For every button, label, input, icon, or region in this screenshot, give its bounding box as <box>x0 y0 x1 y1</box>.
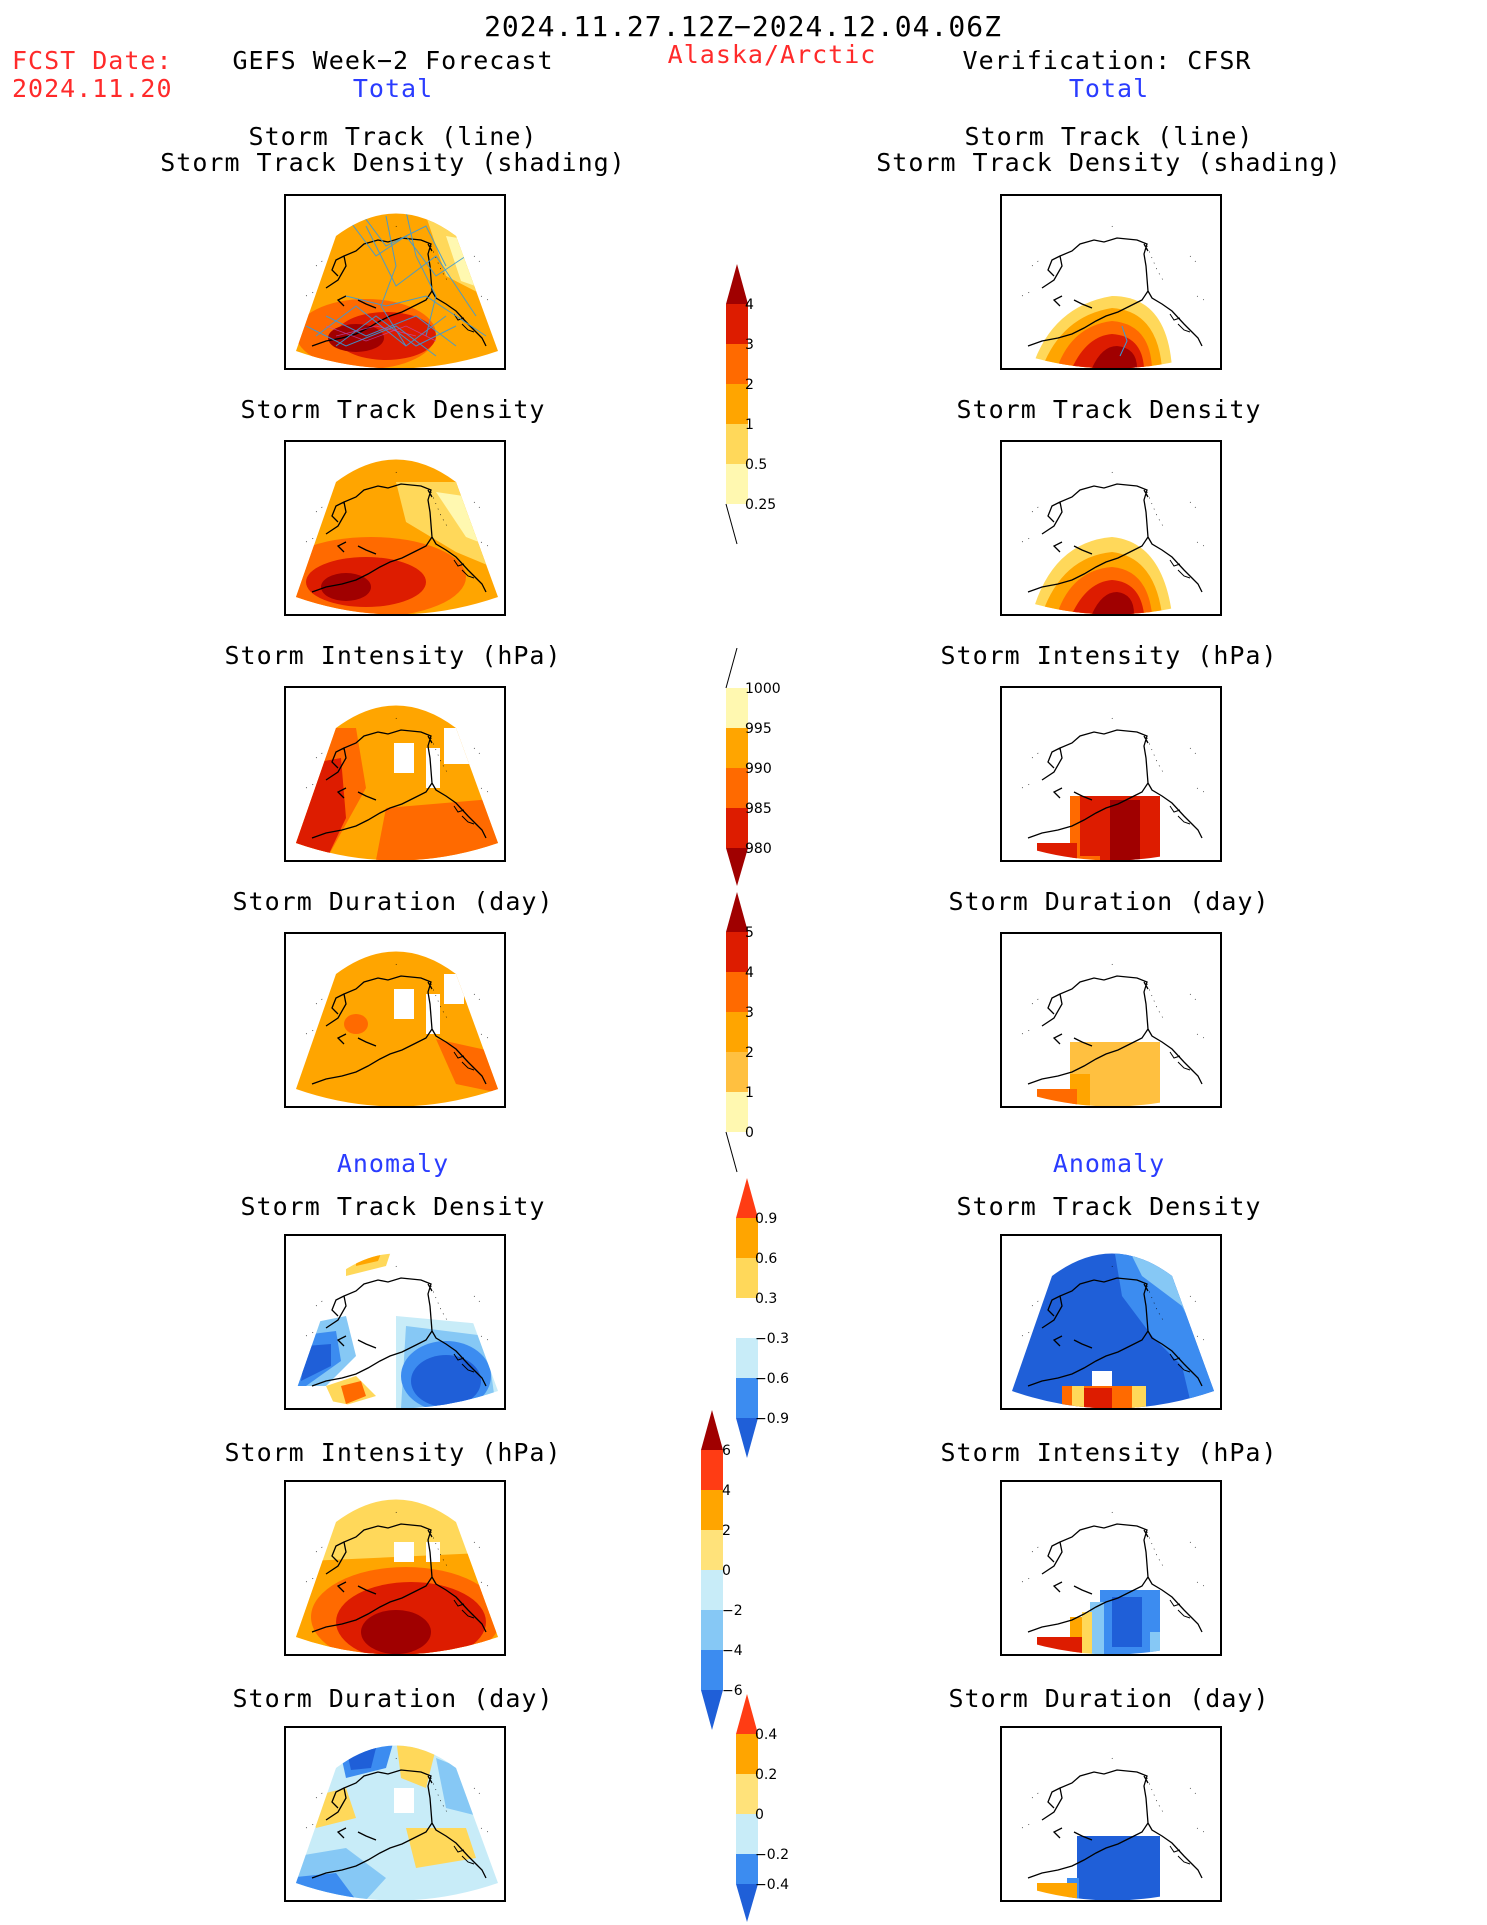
vf-intensity-title: Storm Intensity (hPa) <box>940 641 1278 670</box>
cb-duration-label: 5 <box>745 925 754 941</box>
cb-duration-label: 2 <box>745 1045 754 1061</box>
forecast-total-label: Total <box>352 74 434 103</box>
verification-total-label: Total <box>1068 74 1150 103</box>
vf-track-line-title: Storm Track (line) <box>964 122 1254 151</box>
vf-density-anom-title: Storm Track Density <box>956 1192 1262 1221</box>
cb-intensity-anom-label: 0 <box>722 1563 731 1579</box>
cb-density-label: 0.25 <box>745 497 777 513</box>
cb-duration-label: 0 <box>745 1125 754 1141</box>
fcst-date-label: FCST Date: <box>12 46 173 75</box>
cb-intensity-anom-label: 2 <box>722 1523 731 1539</box>
cb-intensity-anom-label: −6 <box>722 1683 743 1699</box>
cb-density-label: 3 <box>745 337 754 353</box>
vf-duration-map <box>1000 932 1222 1108</box>
cb-intensity-label: 995 <box>745 721 772 737</box>
vf-density-map <box>1000 440 1222 616</box>
vf-intensity-anom-map <box>1000 1480 1222 1656</box>
cb-density-label: 0.5 <box>745 457 768 473</box>
cb-intensity-label: 985 <box>745 801 772 817</box>
fc-intensity-title: Storm Intensity (hPa) <box>224 641 562 670</box>
cb-duration-anom-label: −0.4 <box>755 1877 789 1893</box>
fc-duration-map <box>284 932 506 1108</box>
fc-duration-anom-title: Storm Duration (day) <box>232 1684 554 1713</box>
fc-intensity-map <box>284 686 506 862</box>
cb-intensity-anom-label: 6 <box>722 1443 731 1459</box>
cb-density-label: 1 <box>745 417 754 433</box>
vf-intensity-map <box>1000 686 1222 862</box>
vf-density-title: Storm Track Density <box>956 395 1262 424</box>
cb-density-anom-label: 0.6 <box>755 1251 778 1267</box>
vf-intensity-anom-title: Storm Intensity (hPa) <box>940 1438 1278 1467</box>
fc-duration-title: Storm Duration (day) <box>232 887 554 916</box>
cb-density-anom-label: −0.3 <box>755 1331 789 1347</box>
cb-intensity-anom-label: −4 <box>722 1643 743 1659</box>
cb-intensity-label: 990 <box>745 761 772 777</box>
colorbar-intensity-anom: 6 4 2 0 −2 −4 −6 <box>700 1410 760 1732</box>
vf-density-anom-map <box>1000 1234 1222 1410</box>
colorbar-intensity: 1000 995 990 985 980 <box>725 648 785 888</box>
region-title: Alaska/Arctic <box>667 40 877 69</box>
cb-density-anom-label: 0.3 <box>755 1291 778 1307</box>
vf-duration-anom-title: Storm Duration (day) <box>948 1684 1270 1713</box>
vf-anomaly-label: Anomaly <box>1052 1149 1166 1178</box>
cb-duration-anom-label: 0.4 <box>755 1727 778 1743</box>
cb-intensity-anom-label: −2 <box>722 1603 743 1619</box>
cb-duration-label: 1 <box>745 1085 754 1101</box>
cb-duration-anom-label: 0 <box>755 1807 764 1823</box>
colorbar-duration: 5 4 3 2 1 0 <box>725 892 785 1176</box>
cb-intensity-label: 980 <box>745 841 772 857</box>
fc-density-anom-map <box>284 1234 506 1410</box>
cb-duration-label: 4 <box>745 965 754 981</box>
fc-density-anom-title: Storm Track Density <box>240 1192 546 1221</box>
cb-density-label: 4 <box>745 297 754 313</box>
fc-track-shading-title: Storm Track Density (shading) <box>160 148 626 177</box>
cb-intensity-anom-label: 4 <box>722 1483 731 1499</box>
vf-duration-anom-map <box>1000 1726 1222 1902</box>
cb-duration-anom-label: 0.2 <box>755 1767 778 1783</box>
cb-density-anom-label: −0.6 <box>755 1371 789 1387</box>
colorbar-density-anom: 0.9 0.6 0.3 −0.3 −0.6 −0.9 <box>735 1178 795 1460</box>
colorbar-density: 4 3 2 1 0.5 0.25 <box>725 264 785 548</box>
verification-title: Verification: CFSR <box>962 46 1252 75</box>
vf-track-shading-title: Storm Track Density (shading) <box>876 148 1342 177</box>
fc-density-title: Storm Track Density <box>240 395 546 424</box>
fc-track-map <box>284 194 506 370</box>
fc-duration-anom-map <box>284 1726 506 1902</box>
fc-intensity-anom-map <box>284 1480 506 1656</box>
cb-density-anom-label: 0.9 <box>755 1211 778 1227</box>
fc-track-line-title: Storm Track (line) <box>248 122 538 151</box>
fc-anomaly-label: Anomaly <box>336 1149 450 1178</box>
forecast-title: GEFS Week−2 Forecast <box>232 46 554 75</box>
fc-intensity-anom-title: Storm Intensity (hPa) <box>224 1438 562 1467</box>
vf-track-map <box>1000 194 1222 370</box>
cb-duration-anom-label: −0.2 <box>755 1847 789 1863</box>
vf-duration-title: Storm Duration (day) <box>948 887 1270 916</box>
cb-intensity-label: 1000 <box>745 681 781 697</box>
colorbar-duration-anom: 0.4 0.2 0 −0.2 −0.4 <box>735 1694 795 1924</box>
fc-density-map <box>284 440 506 616</box>
date-range-title: 2024.11.27.12Z−2024.12.04.06Z <box>484 10 1002 43</box>
cb-duration-label: 3 <box>745 1005 754 1021</box>
cb-density-label: 2 <box>745 377 754 393</box>
cb-density-anom-label: −0.9 <box>755 1411 789 1427</box>
fcst-date-value: 2024.11.20 <box>12 74 173 103</box>
